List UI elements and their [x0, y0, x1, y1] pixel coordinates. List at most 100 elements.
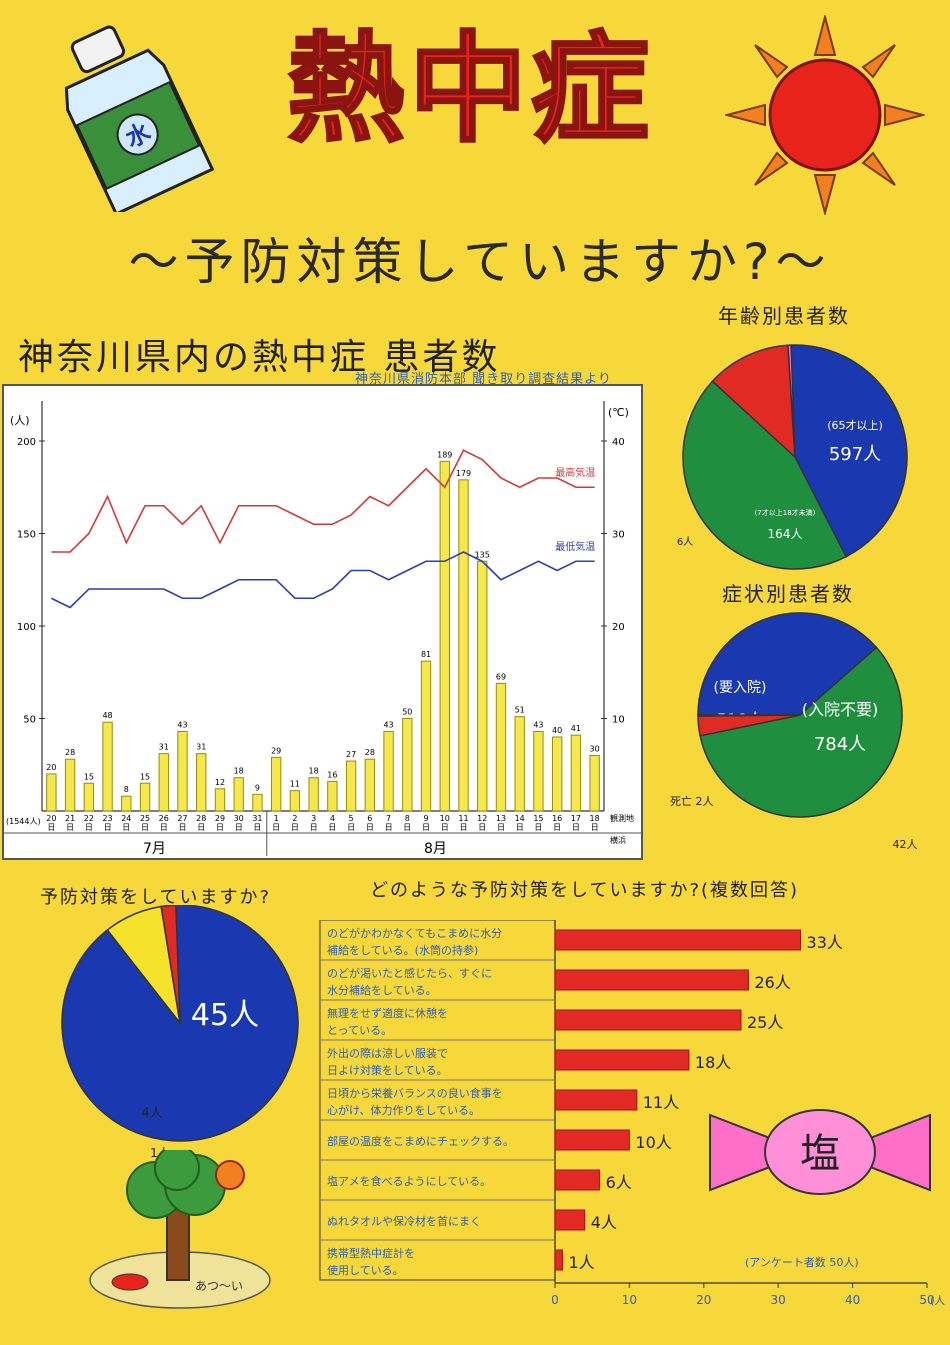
category-label: 水分補給をしている。: [327, 983, 437, 997]
bar: [477, 560, 488, 812]
bar-value-label: 11人: [643, 1093, 679, 1112]
pie-slice-detail: (65才以上): [827, 418, 883, 432]
bar: [458, 479, 469, 812]
x-tick-unit: 日: [497, 823, 505, 832]
category-label: 無理をせず適度に休憩を: [327, 1006, 448, 1020]
measures-chart-title: どのような予防対策をしていますか?(複数回答): [370, 880, 800, 901]
x-tick-label: 24: [121, 814, 131, 823]
temperature-line-label: 最低気温: [555, 540, 595, 553]
left-tick-label: 200: [17, 437, 36, 448]
x-tick-unit: 日: [328, 823, 336, 832]
station-label: 観測地: [610, 813, 634, 823]
x-tick-label: 10: [622, 1293, 637, 1307]
x-tick-unit: 日: [385, 823, 393, 832]
pie-slice: [790, 344, 908, 558]
x-tick-unit: 日: [422, 823, 430, 832]
bar-value-label: 48: [102, 711, 112, 720]
bar: [439, 460, 450, 812]
age-pie-chart: (18才以上 65才未満)579人(65才以上)597人(7才以上18才未満)1…: [677, 344, 908, 570]
x-tick-label: 6: [367, 814, 372, 823]
bar-value-label: 18人: [695, 1053, 731, 1072]
pie-slice-label: 4人: [141, 1106, 162, 1121]
bar-value-label: 15: [140, 772, 150, 781]
x-tick-unit: 日: [310, 823, 318, 832]
x-tick-unit: 日: [85, 823, 93, 832]
pie-slice: [697, 612, 878, 716]
bar-value-label: 10人: [635, 1133, 671, 1152]
x-tick-label: 25: [140, 814, 150, 823]
x-tick-label: 10: [440, 814, 450, 823]
category-label: 補給をしている。(水筒の持参): [327, 943, 478, 957]
x-tick-label: 3: [311, 814, 316, 823]
right-tick-label: 30: [612, 530, 625, 541]
bar-value-label: 16: [327, 770, 337, 779]
bar-value-label: 18: [309, 767, 319, 776]
category-label: 使用している。: [327, 1264, 404, 1277]
bar-value-label: 4人: [591, 1213, 617, 1232]
x-tick-unit: 日: [553, 823, 561, 832]
x-tick-unit: 日: [253, 823, 261, 832]
pie-slice-detail: (7才以上18才未満): [755, 508, 816, 517]
x-tick-label: 13: [496, 814, 506, 823]
bar: [233, 777, 244, 812]
bar: [570, 734, 582, 812]
x-tick-label: 12: [477, 814, 487, 823]
x-tick-label: 50: [919, 1293, 934, 1307]
bar-value-label: 6人: [606, 1173, 632, 1192]
x-tick-unit: 日: [366, 823, 374, 832]
x-tick-unit: 日: [291, 823, 299, 832]
bar: [46, 773, 57, 812]
right-tick-label: 10: [612, 715, 625, 726]
category-label: のどが渇いたと感じたら、すぐに: [327, 966, 492, 980]
bar-value-label: 31: [159, 743, 169, 752]
pie-slice-label: 6人: [677, 536, 693, 548]
bar: [554, 1129, 630, 1151]
month-label: 8月: [424, 841, 447, 857]
bar: [554, 1249, 563, 1271]
pie-slice-value: 4人: [141, 1106, 162, 1121]
x-tick-unit: 日: [460, 823, 468, 832]
x-tick-unit: 日: [160, 823, 168, 832]
x-tick-unit: 日: [141, 823, 149, 832]
bar: [420, 660, 432, 812]
bar-value-label: 8: [124, 785, 129, 794]
pie-slice: [160, 905, 181, 1024]
month-label: 7月: [143, 841, 166, 857]
x-tick-label: 23: [102, 814, 112, 823]
patients-chart: (人)(℃)50100150200102030402020日2821日1522日…: [4, 401, 641, 857]
bar: [121, 795, 132, 812]
bar: [383, 730, 394, 812]
bar-value-label: 18: [234, 767, 244, 776]
survey-note: (アンケート者数 50人): [745, 1256, 859, 1269]
x-tick-unit: 日: [534, 823, 542, 832]
pie-slice: [682, 380, 848, 570]
pie-slice: [699, 646, 903, 818]
x-tick-label: 40: [845, 1293, 860, 1307]
pie-slice: [697, 714, 801, 717]
pie-slice-value: 45人: [191, 998, 259, 1033]
bar-value-label: 135: [475, 550, 490, 559]
bar-value-label: 43: [533, 720, 543, 729]
x-tick-label: 0: [551, 1293, 559, 1307]
bar-value-label: 41: [571, 724, 581, 733]
bar-value-label: 28: [365, 748, 375, 757]
pie-slice-label: (入院不要) 784人: [802, 700, 879, 755]
x-tick-label: 31: [252, 814, 262, 823]
bar: [495, 682, 507, 812]
left-unit: (人): [10, 414, 30, 427]
x-tick-label: 18: [590, 814, 600, 823]
category-label: ぬれタオルや保冷材を首にまく: [327, 1214, 481, 1228]
x-tick-label: 8: [405, 814, 410, 823]
x-tick-unit: 日: [347, 823, 355, 832]
bar: [554, 1169, 601, 1191]
poster-title: 熱中症: [285, 20, 653, 158]
bar-value-label: 69: [496, 672, 506, 681]
chart-source: 神奈川県消防本部 聞き取り調査結果より: [355, 372, 612, 387]
x-tick-unit: 日: [235, 823, 243, 832]
bar-value-label: 31: [196, 743, 206, 752]
bar: [554, 1209, 586, 1231]
bar-value-label: 81: [421, 650, 431, 659]
x-unit: (人): [930, 1294, 945, 1307]
total-footnote: (1544人): [6, 817, 41, 826]
